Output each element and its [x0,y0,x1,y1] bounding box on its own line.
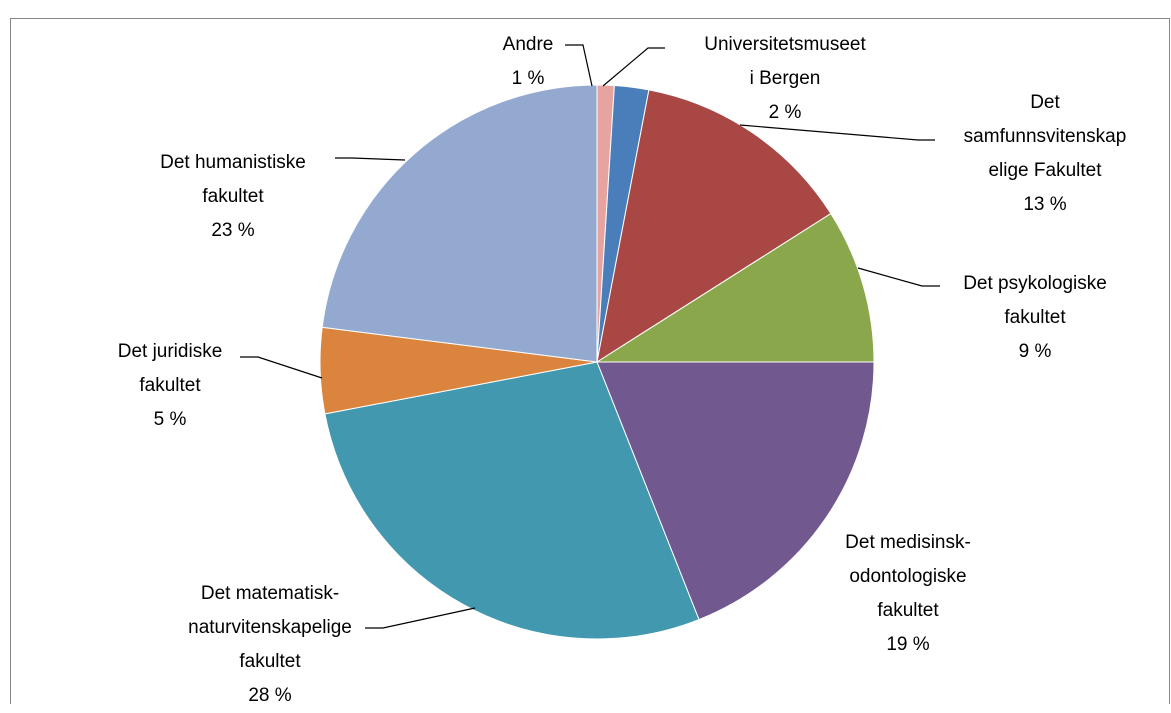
category-label: Det juridiske fakultet [117,341,223,396]
leader-line [365,607,476,629]
leader-line [857,267,940,287]
leader-line [240,356,323,379]
value-label: 28 % [248,685,292,706]
category-label: Det matematisk- naturvitenskapelige faku… [188,583,352,672]
data-label: Universitetsmuseet i Bergen 2 % [625,28,945,130]
value-label: 1 % [511,68,545,89]
category-label: Andre [502,34,554,55]
category-label: Det medisinsk- odontologiske fakultet [845,532,971,621]
value-label: 5 % [153,409,187,430]
pie-slice [321,84,598,363]
leader-line [739,124,935,141]
data-label: Det samfunnsvitenskap elige Fakultet 13 % [885,86,1171,222]
data-label: Det juridiske fakultet 5 % [10,335,330,437]
category-label: Det humanistiske fakultet [160,152,306,207]
pie-slice [324,361,700,640]
data-label: Det psykologiske fakultet 9 % [875,267,1171,369]
value-label: 19 % [886,634,930,655]
pie-slice [596,89,832,364]
value-label: 2 % [768,102,802,123]
category-label: Det samfunnsvitenskap elige Fakultet [963,92,1127,181]
chart-border [10,18,1170,704]
leader-line [565,44,593,87]
value-label: 9 % [1018,341,1052,362]
value-label: 13 % [1023,194,1067,215]
data-label: Det medisinsk- odontologiske fakultet 19 … [748,526,1068,662]
leader-lines [240,44,940,629]
pie-slice [596,361,875,621]
pie-slice [595,212,875,363]
category-label: Universitetsmuseet i Bergen [704,34,866,89]
leader-line [602,47,665,87]
data-label: Det humanistiske fakultet 23 % [73,146,393,248]
data-label: Andre 1 % [368,28,688,96]
value-label: 23 % [211,220,255,241]
leader-line [335,157,406,161]
data-label: Det matematisk- naturvitenskapelige faku… [110,577,430,713]
category-label: Det psykologiske fakultet [963,273,1107,328]
